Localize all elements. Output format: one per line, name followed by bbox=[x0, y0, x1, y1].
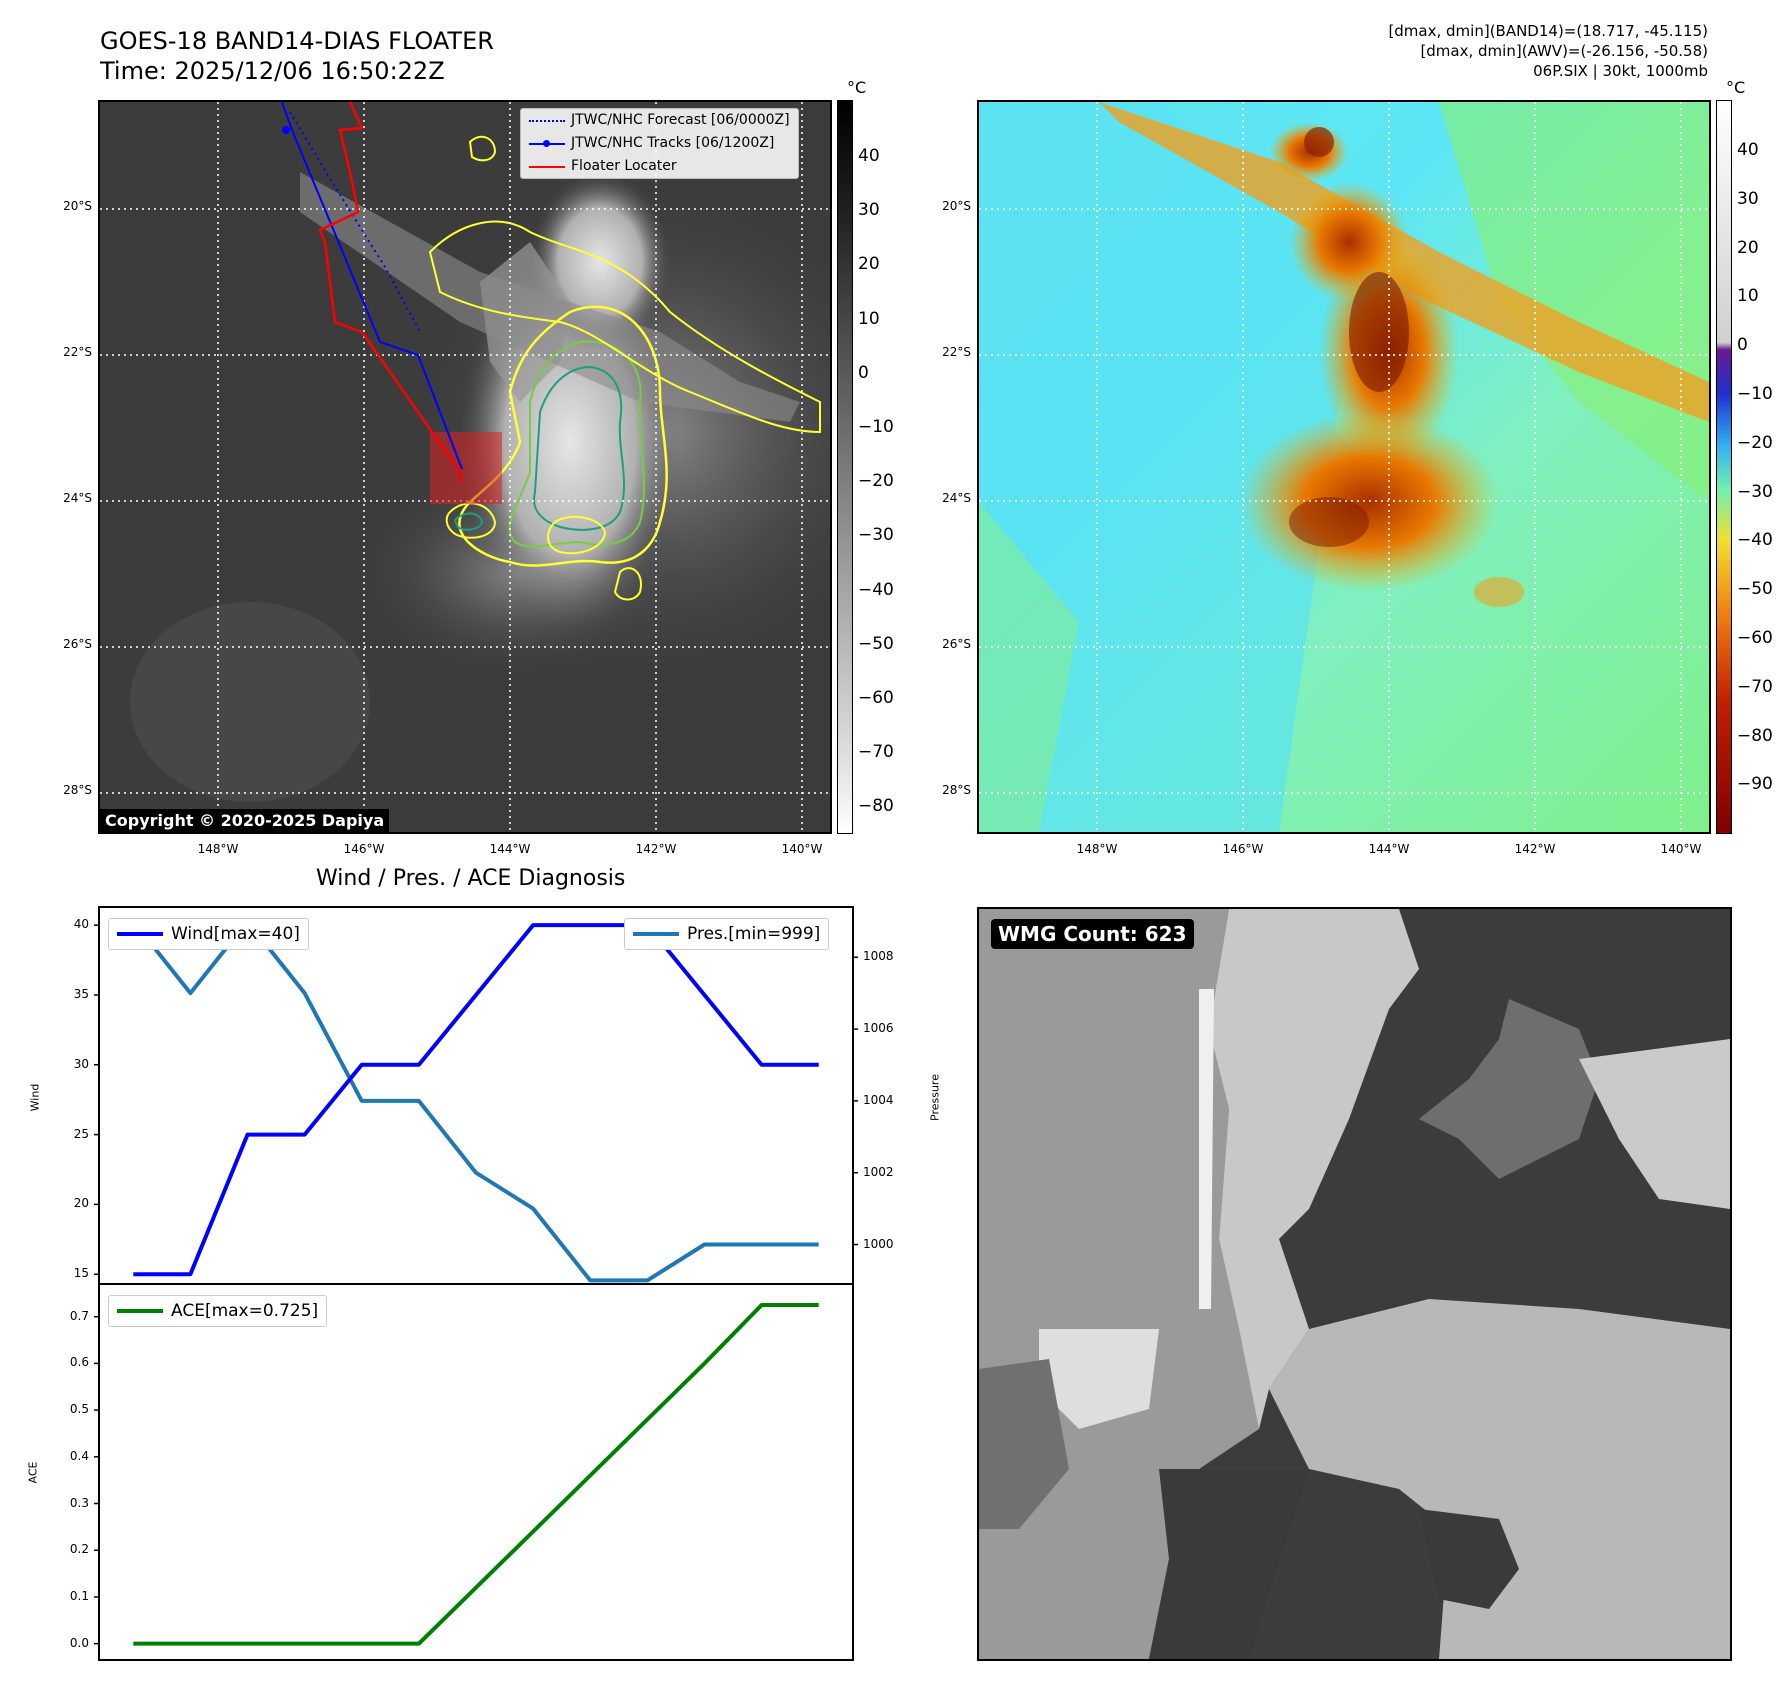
pressure-tick-label: 1006 bbox=[863, 1021, 894, 1036]
gray-colorbar-tick: −80 bbox=[858, 796, 894, 817]
ace-tick-label: 0.2 bbox=[69, 1542, 89, 1557]
ace-tick-label: 0.6 bbox=[69, 1355, 89, 1370]
pressure-legend: Pres.[min=999] bbox=[624, 918, 830, 950]
legend-floater: Floater Locater bbox=[521, 155, 798, 178]
gray-colorbar-tick: 20 bbox=[858, 254, 880, 275]
lat-label: 28°S bbox=[63, 783, 92, 797]
ir-map-image bbox=[100, 102, 830, 832]
gray-colorbar-tick: −60 bbox=[858, 688, 894, 708]
pressure-tick-label: 1000 bbox=[863, 1236, 894, 1251]
info-storm: 06P.SIX | 30kt, 1000mb bbox=[1533, 62, 1708, 80]
color-colorbar-tick: 20 bbox=[1737, 237, 1759, 258]
legend-tracks: JTWC/NHC Tracks [06/1200Z] bbox=[521, 132, 798, 155]
diagnosis-title: Wind / Pres. / ACE Diagnosis bbox=[316, 866, 626, 891]
pressure-axis-label: Pressure bbox=[928, 1074, 942, 1121]
color-colorbar-tick: −70 bbox=[1737, 676, 1773, 697]
ace-tick-label: 0.7 bbox=[69, 1308, 89, 1323]
ace-series-line bbox=[133, 1303, 819, 1646]
gray-colorbar-unit: °C bbox=[847, 78, 867, 97]
legend-forecast: JTWC/NHC Forecast [06/0000Z] bbox=[521, 109, 798, 132]
awv-map-panel bbox=[977, 100, 1711, 834]
lon-label: 146°W bbox=[1222, 842, 1264, 856]
color-colorbar-tick: −40 bbox=[1737, 530, 1773, 551]
wind-legend: Wind[max=40] bbox=[108, 918, 309, 950]
lat-label: 26°S bbox=[942, 637, 971, 651]
pressure-tick-label: 1004 bbox=[863, 1092, 894, 1107]
color-colorbar-tick: 40 bbox=[1737, 140, 1759, 160]
map-legend: JTWC/NHC Forecast [06/0000Z] JTWC/NHC Tr… bbox=[520, 108, 799, 179]
gray-colorbar-tick: −70 bbox=[858, 742, 894, 763]
gray-colorbar-tick: 0 bbox=[858, 362, 869, 383]
color-colorbar-tick: −30 bbox=[1737, 481, 1773, 502]
gray-colorbar-tick: −20 bbox=[858, 471, 894, 492]
lon-label: 148°W bbox=[197, 842, 239, 856]
color-colorbar-tick: −60 bbox=[1737, 628, 1773, 648]
color-colorbar-tick: −20 bbox=[1737, 432, 1773, 453]
lon-label: 148°W bbox=[1076, 842, 1118, 856]
color-colorbar-tick: 0 bbox=[1737, 335, 1748, 356]
lon-label: 142°W bbox=[635, 842, 677, 856]
lat-label: 26°S bbox=[63, 637, 92, 651]
ir-map-panel: Copyright © 2020-2025 Dapiya JTWC/NHC Fo… bbox=[98, 100, 832, 834]
lon-label: 144°W bbox=[1368, 842, 1410, 856]
gray-colorbar-tick: 30 bbox=[858, 200, 880, 221]
lat-label: 20°S bbox=[63, 199, 92, 213]
gray-colorbar-tick: 40 bbox=[858, 146, 880, 166]
ace-tick-label: 0.4 bbox=[69, 1448, 89, 1463]
color-colorbar bbox=[1716, 100, 1732, 834]
ace-tick-label: 0.0 bbox=[69, 1635, 89, 1650]
lon-label: 142°W bbox=[1514, 842, 1556, 856]
gray-colorbar-tick: −30 bbox=[858, 525, 894, 546]
color-colorbar-tick: 30 bbox=[1737, 188, 1759, 209]
ace-axis-label: ACE bbox=[26, 1461, 40, 1484]
wmg-count-badge: WMG Count: 623 bbox=[991, 919, 1194, 949]
lon-label: 140°W bbox=[781, 842, 823, 856]
color-colorbar-unit: °C bbox=[1726, 78, 1746, 97]
wind-tick-label: 30 bbox=[73, 1056, 89, 1071]
wind-tick-label: 35 bbox=[73, 986, 89, 1001]
color-colorbar-tick: −90 bbox=[1737, 774, 1773, 795]
wind-tick-label: 25 bbox=[73, 1126, 89, 1141]
color-colorbar-tick: −10 bbox=[1737, 384, 1773, 404]
lat-label: 20°S bbox=[942, 199, 971, 213]
lat-label: 28°S bbox=[942, 783, 971, 797]
gray-colorbar-tick: −10 bbox=[858, 417, 894, 437]
ace-tick-label: 0.1 bbox=[69, 1588, 89, 1603]
info-awv: [dmax, dmin](AWV)=(-26.156, -50.58) bbox=[1420, 42, 1708, 60]
pressure-tick-label: 1008 bbox=[863, 949, 894, 964]
gray-colorbar-tick: −50 bbox=[858, 633, 894, 654]
lat-label: 22°S bbox=[942, 345, 971, 359]
pressure-series-line bbox=[131, 919, 819, 1283]
gray-colorbar-tick: 10 bbox=[858, 308, 880, 329]
pressure-tick-label: 1002 bbox=[863, 1164, 894, 1179]
wmg-image bbox=[979, 909, 1730, 1659]
lat-label: 24°S bbox=[942, 491, 971, 505]
wmg-panel: WMG Count: 623 bbox=[977, 907, 1732, 1661]
lon-label: 140°W bbox=[1660, 842, 1702, 856]
color-colorbar-tick: −80 bbox=[1737, 725, 1773, 746]
wind-tick-label: 20 bbox=[73, 1196, 89, 1211]
wind-tick-label: 15 bbox=[73, 1266, 89, 1281]
awv-map-image bbox=[979, 102, 1709, 832]
gray-colorbar-tick: −40 bbox=[858, 579, 894, 600]
ace-tick-label: 0.3 bbox=[69, 1495, 89, 1510]
wind-axis-label: Wind bbox=[28, 1083, 42, 1112]
copyright-label: Copyright © 2020-2025 Dapiya bbox=[100, 809, 390, 832]
page-title: GOES-18 BAND14-DIAS FLOATER bbox=[100, 27, 494, 55]
lon-label: 146°W bbox=[343, 842, 385, 856]
color-colorbar-tick: 10 bbox=[1737, 286, 1759, 307]
timestamp: Time: 2025/12/06 16:50:22Z bbox=[100, 57, 445, 85]
ace-legend: ACE[max=0.725] bbox=[108, 1295, 328, 1327]
ace-tick-label: 0.5 bbox=[69, 1402, 89, 1417]
lon-label: 144°W bbox=[489, 842, 531, 856]
wind-tick-label: 40 bbox=[73, 917, 89, 932]
lat-label: 24°S bbox=[63, 491, 92, 505]
color-colorbar-tick: −50 bbox=[1737, 579, 1773, 600]
lat-label: 22°S bbox=[63, 345, 92, 359]
gray-colorbar bbox=[837, 100, 853, 834]
info-band14: [dmax, dmin](BAND14)=(18.717, -45.115) bbox=[1388, 22, 1708, 40]
wind-series-line bbox=[133, 923, 819, 1277]
